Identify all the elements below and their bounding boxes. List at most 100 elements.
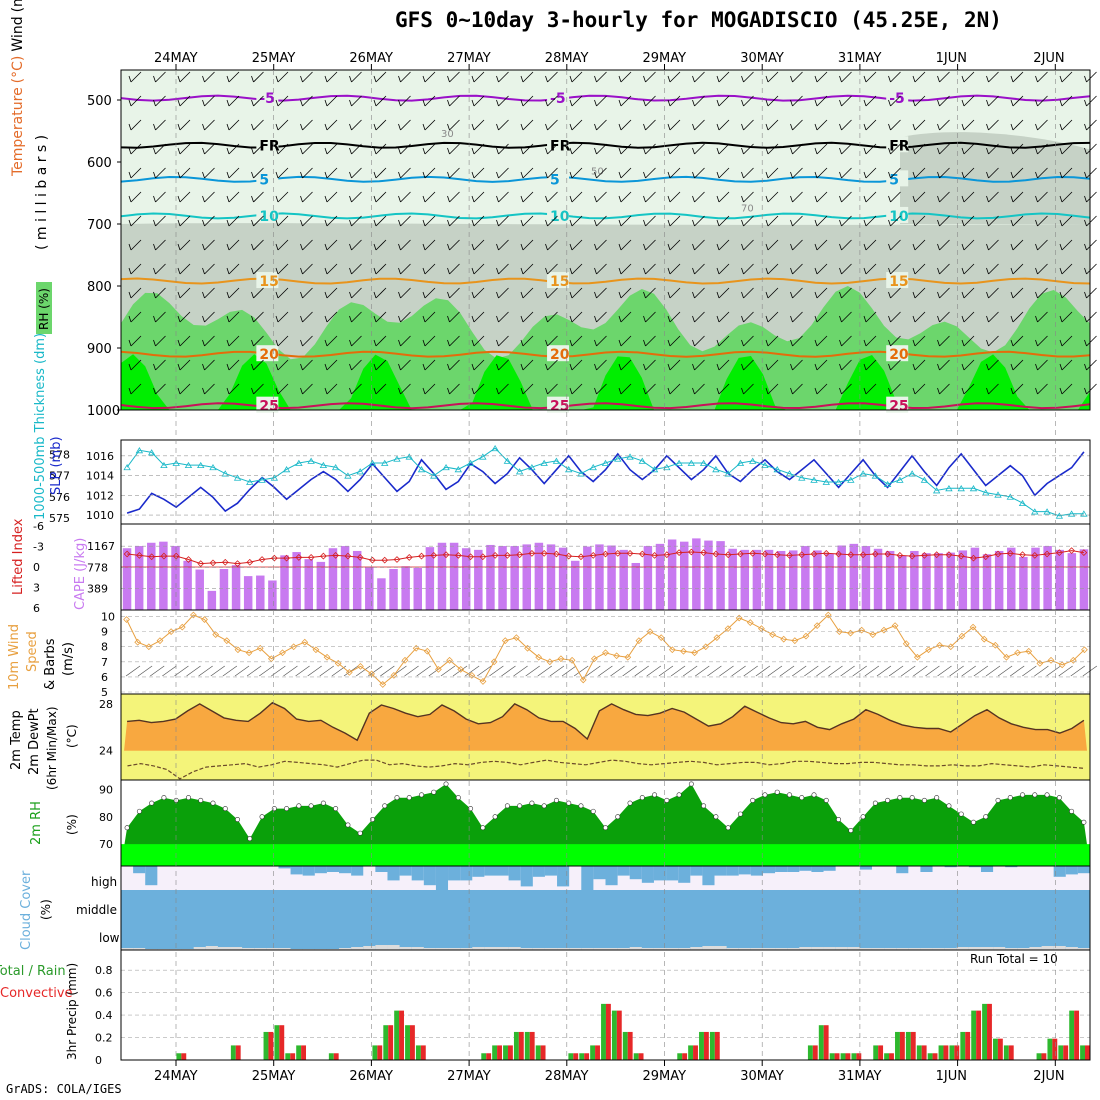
wind-barb xyxy=(718,335,730,347)
wind-barb xyxy=(1086,119,1097,131)
wind-barb-flag xyxy=(961,243,965,251)
wind-barb xyxy=(1061,167,1073,179)
wind-barb xyxy=(620,119,632,131)
precip-conv-bar xyxy=(181,1053,187,1060)
surface-wind-barb xyxy=(368,665,383,677)
wind-barb-flag xyxy=(569,147,573,155)
cape-bar xyxy=(437,542,447,610)
wind-barb xyxy=(792,311,803,323)
wind-barb xyxy=(743,383,754,395)
cloud-low-bar xyxy=(496,947,509,950)
wind-barb-flag xyxy=(496,315,499,323)
precip-conv-bar xyxy=(682,1053,688,1060)
thickness-marker xyxy=(503,457,512,464)
surface-wind-barb xyxy=(186,665,201,677)
cape-bar xyxy=(934,553,943,610)
wind-barb-flag xyxy=(202,219,205,227)
wind-barb-flag xyxy=(863,123,867,131)
wind-barb-flag xyxy=(1059,219,1063,227)
wind-barb-flag xyxy=(251,243,254,251)
rh2m-marker xyxy=(406,795,412,801)
wind-barb xyxy=(302,239,313,251)
wind-barb xyxy=(375,167,387,179)
cape-tick-label: 1167 xyxy=(87,540,115,553)
wind-barb-flag xyxy=(447,243,450,251)
contour-label-bg xyxy=(886,396,909,413)
wind-speed-marker xyxy=(501,637,509,645)
wind-barb xyxy=(620,239,632,251)
wind-barb xyxy=(963,311,975,323)
date-label-top: 24MAY xyxy=(154,51,198,66)
wind-barb-flag xyxy=(153,387,156,395)
li-tick-label: 6 xyxy=(33,602,40,615)
wind-barb-flag xyxy=(422,387,426,395)
wind-barb-flag xyxy=(520,387,524,395)
lifted-index-marker xyxy=(933,551,941,559)
rh2m-marker xyxy=(419,792,425,798)
wind-barb xyxy=(302,335,313,347)
wind-barb xyxy=(939,287,950,299)
wind-barb-flag xyxy=(618,291,622,299)
wind-barb xyxy=(914,71,926,83)
lifted-index-marker xyxy=(405,554,413,561)
wind-barb xyxy=(522,383,534,395)
cape-bar xyxy=(679,541,689,610)
wind-barb-flag xyxy=(765,243,769,251)
precip-conv-bar xyxy=(703,1031,709,1060)
lifted-index-marker xyxy=(442,551,450,559)
wind-barb xyxy=(130,383,142,395)
wind-barb xyxy=(302,143,313,155)
wind-barb-flag xyxy=(202,171,205,179)
wind-barb xyxy=(669,191,681,203)
wind-barb xyxy=(890,191,901,203)
wind-barb-flag xyxy=(716,171,720,179)
date-label-top: 29MAY xyxy=(643,51,687,66)
cloud-low-bar xyxy=(423,948,436,950)
cape-bar xyxy=(122,548,132,610)
precip-conv-bar xyxy=(507,1045,513,1060)
thickness-marker xyxy=(601,459,610,466)
wind-barb xyxy=(571,263,583,275)
wind-barb xyxy=(841,119,852,131)
wind-barb xyxy=(596,335,607,347)
wind-barb-flag xyxy=(594,315,597,323)
precip-total-bar xyxy=(394,1010,400,1060)
wind-barb xyxy=(375,119,387,131)
precip-total-bar xyxy=(328,1053,334,1060)
wind-barb xyxy=(1061,311,1073,323)
wind-barb xyxy=(253,119,264,131)
wind-barb xyxy=(816,119,828,131)
wind-barb xyxy=(1012,143,1024,155)
wind-tick-label: 10 xyxy=(101,611,115,624)
wind-barb xyxy=(767,383,779,395)
cape-bar xyxy=(558,547,568,610)
rh2m-marker xyxy=(615,814,621,820)
cloud-low-bar xyxy=(217,947,231,950)
wind-barb-flag xyxy=(741,171,744,179)
wind-barb-flag xyxy=(986,387,989,395)
wind-barb-flag xyxy=(1059,339,1063,347)
wind-barb-flag xyxy=(1010,219,1014,227)
rh2m-marker xyxy=(627,800,633,806)
surface-wind-barb xyxy=(513,665,528,677)
wind-barb xyxy=(155,311,166,323)
thickness-marker xyxy=(957,485,965,492)
date-label-bottom: 26MAY xyxy=(349,1069,393,1084)
thickness-marker xyxy=(859,470,867,477)
wind-speed-marker xyxy=(668,646,676,654)
precip-total-bar xyxy=(296,1045,302,1060)
precip-total-bar xyxy=(851,1053,857,1060)
cloud-low-bar xyxy=(569,948,582,950)
wind-barb xyxy=(841,215,852,227)
surface-wind-barb xyxy=(501,665,516,677)
wind-speed-marker xyxy=(902,640,910,648)
cloud-high-bar xyxy=(557,866,570,887)
cloud-high-bar xyxy=(314,866,327,874)
contour-label-bg xyxy=(886,206,909,223)
wind-barb-flag xyxy=(422,75,426,83)
precip-total-bar xyxy=(513,1031,519,1060)
wind-barb xyxy=(302,191,313,203)
wind-barb xyxy=(963,167,975,179)
contour-label-bg xyxy=(256,206,279,223)
panel-bg xyxy=(121,440,1090,524)
